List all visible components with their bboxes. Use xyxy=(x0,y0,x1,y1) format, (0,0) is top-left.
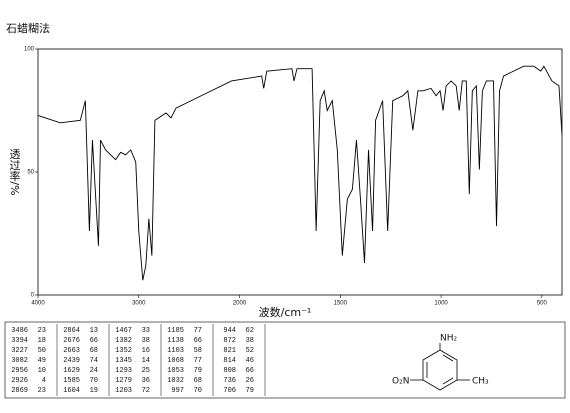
plot-frame xyxy=(37,48,563,296)
peak-wavenumber: 1279 xyxy=(115,377,132,385)
x-axis-label: 波数/cm⁻¹ xyxy=(259,306,312,319)
x-tick-label: 4000 xyxy=(31,301,45,307)
peak-transmittance: 50 xyxy=(38,347,46,355)
peak-wavenumber: 2926 xyxy=(11,377,28,385)
x-tick-label: 500 xyxy=(537,301,548,307)
peak-transmittance: 19 xyxy=(90,387,98,395)
peak-transmittance: 66 xyxy=(194,337,202,345)
y-tick-label: 0 xyxy=(31,293,35,299)
peak-wavenumber: 3486 xyxy=(11,327,28,335)
peak-transmittance: 77 xyxy=(194,327,202,335)
peak-transmittance: 38 xyxy=(142,337,150,345)
peak-wavenumber: 1293 xyxy=(115,367,132,375)
peak-wavenumber: 706 xyxy=(223,387,236,395)
x-tick-label: 3000 xyxy=(132,301,146,307)
peak-wavenumber: 1629 xyxy=(63,367,80,375)
peak-wavenumber: 1604 xyxy=(63,387,80,395)
y-tick-label: 100 xyxy=(24,47,35,53)
y-tick-label: 50 xyxy=(27,170,34,176)
peak-transmittance: 66 xyxy=(246,367,254,375)
peak-wavenumber: 2956 xyxy=(11,367,28,375)
peak-transmittance: 23 xyxy=(38,387,46,395)
peak-wavenumber: 1382 xyxy=(115,337,132,345)
peak-wavenumber: 1585 xyxy=(63,377,80,385)
peak-wavenumber: 997 xyxy=(171,387,184,395)
table-frame xyxy=(4,321,566,399)
peak-transmittance: 33 xyxy=(142,327,150,335)
peak-transmittance: 23 xyxy=(38,327,46,335)
peak-transmittance: 74 xyxy=(90,357,98,365)
peak-transmittance: 46 xyxy=(246,357,254,365)
peak-transmittance: 26 xyxy=(246,377,254,385)
x-tick-label: 1500 xyxy=(334,301,348,307)
peak-wavenumber: 2864 xyxy=(63,327,80,335)
peak-transmittance: 24 xyxy=(90,367,98,375)
peak-wavenumber: 1068 xyxy=(167,357,184,365)
peak-wavenumber: 3227 xyxy=(11,347,28,355)
peak-transmittance: 70 xyxy=(194,387,202,395)
peak-wavenumber: 1203 xyxy=(115,387,132,395)
peak-wavenumber: 1345 xyxy=(115,357,132,365)
peak-wavenumber: 3082 xyxy=(11,357,28,365)
peak-transmittance: 79 xyxy=(194,367,202,375)
methyl-label: CH₃ xyxy=(472,377,489,387)
peak-wavenumber: 814 xyxy=(223,357,236,365)
peak-transmittance: 77 xyxy=(194,357,202,365)
peak-wavenumber: 1352 xyxy=(115,347,132,355)
peak-transmittance: 14 xyxy=(142,357,150,365)
peak-wavenumber: 3394 xyxy=(11,337,28,345)
molecule xyxy=(410,343,470,391)
peak-transmittance: 79 xyxy=(246,387,254,395)
peak-transmittance: 10 xyxy=(38,367,46,375)
peak-wavenumber: 1103 xyxy=(167,347,184,355)
peak-wavenumber: 808 xyxy=(223,367,236,375)
peak-wavenumber: 821 xyxy=(223,347,236,355)
peak-transmittance: 72 xyxy=(142,387,150,395)
peak-transmittance: 62 xyxy=(246,327,254,335)
peak-wavenumber: 1185 xyxy=(167,327,184,335)
peak-transmittance: 58 xyxy=(194,347,202,355)
peak-wavenumber: 2439 xyxy=(63,357,80,365)
peak-wavenumber: 1053 xyxy=(167,367,184,375)
peak-transmittance: 18 xyxy=(38,337,46,345)
peak-wavenumber: 1467 xyxy=(115,327,132,335)
peak-transmittance: 49 xyxy=(38,357,46,365)
x-tick-label: 1000 xyxy=(434,301,448,307)
y-axis-label: 透过率/% xyxy=(8,148,21,195)
peak-transmittance: 36 xyxy=(142,377,150,385)
peak-wavenumber: 872 xyxy=(223,337,236,345)
peak-wavenumber: 736 xyxy=(223,377,236,385)
peak-transmittance: 68 xyxy=(194,377,202,385)
peak-transmittance: 52 xyxy=(246,347,254,355)
peak-wavenumber: 2676 xyxy=(63,337,80,345)
peak-wavenumber: 2663 xyxy=(63,347,80,355)
peak-transmittance: 68 xyxy=(90,347,98,355)
peak-transmittance: 4 xyxy=(42,377,46,385)
peak-transmittance: 70 xyxy=(90,377,98,385)
peak-wavenumber: 1032 xyxy=(167,377,184,385)
amine-label: NH₂ xyxy=(440,334,458,344)
peak-transmittance: 25 xyxy=(142,367,150,375)
peak-transmittance: 66 xyxy=(90,337,98,345)
peak-transmittance: 16 xyxy=(142,347,150,355)
peak-transmittance: 13 xyxy=(90,327,98,335)
peak-wavenumber: 1138 xyxy=(167,337,184,345)
spectrum xyxy=(37,65,563,281)
peak-wavenumber: 2869 xyxy=(11,387,28,395)
peak-wavenumber: 944 xyxy=(223,327,236,335)
nitro-label: O₂N xyxy=(392,377,409,387)
peak-transmittance: 38 xyxy=(246,337,254,345)
x-tick-label: 2000 xyxy=(233,301,247,307)
chart-title: 石蜡糊法 xyxy=(6,21,50,35)
